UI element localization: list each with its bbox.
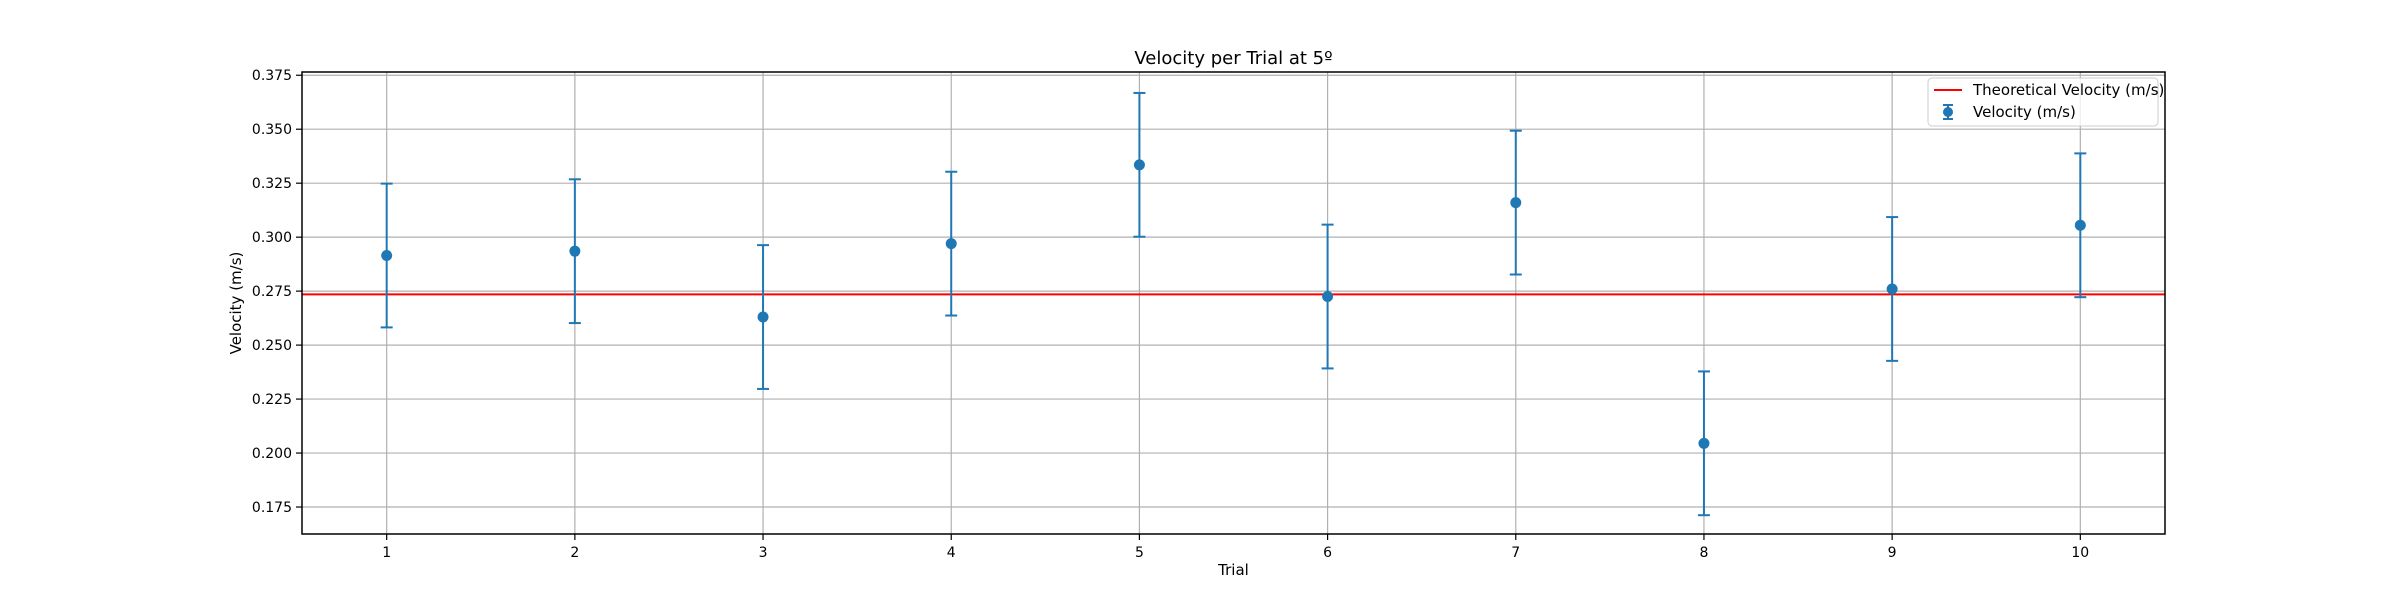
y-axis-label: Velocity (m/s)	[227, 252, 245, 355]
data-point-group	[1321, 223, 1334, 370]
y-tick-label: 0.375	[252, 68, 292, 84]
y-tick-label: 0.200	[252, 446, 292, 462]
data-point-group	[1509, 129, 1522, 276]
x-tick-label: 10	[2071, 545, 2089, 561]
legend-box	[1927, 77, 2159, 127]
x-tick-label: 4	[947, 545, 956, 561]
data-point	[1698, 437, 1710, 449]
x-tick-label: 3	[759, 545, 768, 561]
legend-marker-dot	[1943, 107, 1953, 117]
y-tick-label: 0.275	[252, 284, 292, 300]
data-point-group	[568, 178, 581, 325]
x-tick-label: 2	[570, 545, 579, 561]
chart-title: Velocity per Trial at 5º	[1134, 48, 1332, 69]
data-point-group	[1697, 370, 1710, 517]
data-point	[2074, 219, 2086, 231]
data-point	[1510, 197, 1522, 209]
legend-marker-swatch	[1943, 104, 1953, 120]
y-tick-label: 0.175	[252, 500, 292, 516]
x-tick-label: 1	[382, 545, 391, 561]
x-tick-label: 9	[1888, 545, 1897, 561]
data-point-group	[1886, 216, 1899, 362]
y-tick-label: 0.350	[252, 122, 292, 138]
x-tick-label: 5	[1135, 545, 1144, 561]
plot-frame	[301, 71, 2166, 535]
data-point-group	[380, 182, 393, 329]
y-tick-label: 0.225	[252, 392, 292, 408]
data-point-group	[757, 244, 770, 390]
x-tick-label: 6	[1323, 545, 1332, 561]
x-tick-label: 8	[1699, 545, 1708, 561]
data-point	[1322, 291, 1334, 303]
x-tick-label: 7	[1511, 545, 1520, 561]
legend-label-velocity: Velocity (m/s)	[1973, 103, 2076, 121]
y-tick-label: 0.300	[252, 230, 292, 246]
legend-label-theoretical: Theoretical Velocity (m/s)	[1972, 81, 2164, 99]
data-point	[1886, 283, 1898, 295]
grid	[302, 72, 2165, 534]
legend: Theoretical Velocity (m/s) Velocity (m/s…	[1927, 77, 2164, 127]
data-point	[757, 311, 769, 323]
data-point-group	[945, 170, 958, 317]
data-point	[945, 238, 957, 250]
data-point-group	[1133, 91, 1146, 238]
data-series	[380, 91, 2087, 517]
data-point	[1133, 159, 1145, 171]
data-point-group	[2074, 152, 2087, 299]
data-point	[569, 245, 581, 257]
x-axis-label: Trial	[1217, 561, 1249, 579]
axis-ticks: 1 2 3 4 5 6 7 8 9 10 0.175 0.200 0.225 0.250 0.275 0.30…	[252, 68, 2089, 561]
data-point	[381, 250, 393, 262]
y-tick-label: 0.250	[252, 338, 292, 354]
y-tick-label: 0.325	[252, 176, 292, 192]
